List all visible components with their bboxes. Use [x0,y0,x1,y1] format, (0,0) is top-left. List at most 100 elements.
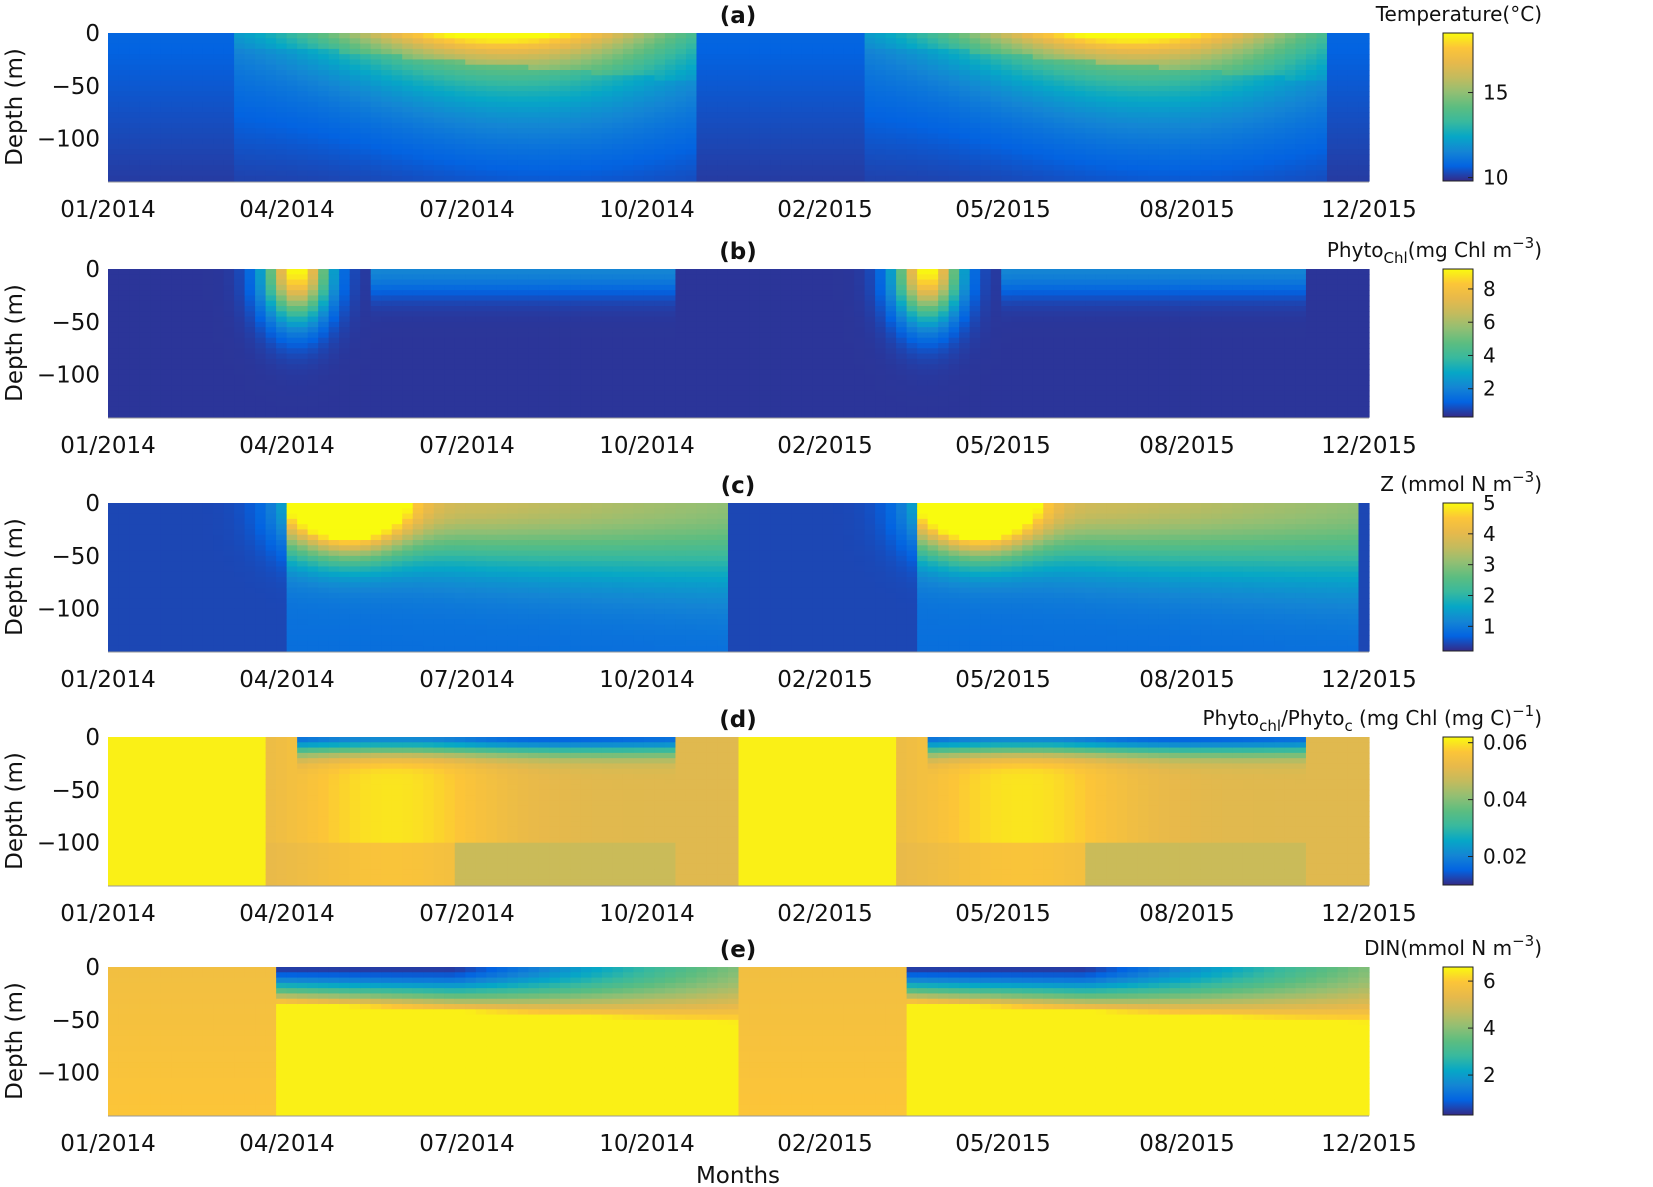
heatmap-cell [927,112,939,119]
heatmap-cell [1284,154,1297,161]
heatmap-cell [171,101,183,108]
colorbar-tick-label: 10 [1483,166,1508,190]
heatmap-cell [465,59,477,66]
heatmap-cell [192,48,204,55]
heatmap-cell [465,369,477,376]
heatmap-cell [948,75,960,82]
heatmap-cell [570,358,582,365]
heatmap-cell [507,91,519,98]
heatmap-cell [286,48,298,55]
heatmap-cell [171,133,183,140]
heatmap-cell [1032,48,1044,55]
heatmap-cell [1284,38,1297,45]
heatmap-cell [538,165,550,172]
heatmap-cell [864,149,876,156]
heatmap-cell [202,269,214,275]
heatmap-cell [885,80,897,87]
heatmap-cell [202,122,214,129]
heatmap-cell [1137,165,1149,172]
heatmap-cell [360,385,372,392]
heatmap-cell [129,117,141,124]
heatmap-cell [1158,70,1170,76]
heatmap-cell [370,311,382,318]
heatmap-cell [612,54,624,61]
heatmap-cell [643,175,656,182]
heatmap-cell [864,33,876,39]
heatmap-cell [1179,59,1191,66]
heatmap-cell [612,374,624,381]
heatmap-cell [1085,159,1097,166]
heatmap-cell [276,332,288,339]
heatmap-cell [507,353,519,360]
heatmap-cell [1053,107,1065,113]
heatmap-cell [160,390,172,397]
heatmap-cell [244,48,256,55]
heatmap-cell [328,165,340,172]
heatmap-cell [360,48,372,55]
heatmap-cell [1032,138,1044,145]
heatmap-cell [1263,75,1276,82]
heatmap-cell [885,33,897,39]
heatmap-cell [833,80,845,87]
heatmap-cell [601,133,613,140]
heatmap-cell [528,85,540,92]
heatmap-cell [1043,122,1055,129]
heatmap-cell [118,170,130,177]
heatmap-cell [1179,154,1191,161]
heatmap-cell [1274,33,1286,39]
heatmap-cell [812,96,824,103]
heatmap-cell [770,38,782,45]
heatmap-cell [444,311,456,318]
heatmap-cell [622,54,635,61]
heatmap-cell [633,284,645,291]
heatmap-cell [1347,112,1360,119]
heatmap-cell [664,91,677,98]
heatmap-cell [433,411,445,418]
heatmap-cell [685,54,698,61]
heatmap-cell [643,101,656,108]
heatmap-cell [580,364,592,371]
heatmap-cell [706,269,719,275]
heatmap-cell [1127,70,1139,76]
heatmap-cell [959,59,971,66]
heatmap-cell [1305,54,1318,61]
heatmap-cell [423,290,435,297]
heatmap-cell [328,316,340,323]
heatmap-cell [1053,159,1065,166]
heatmap-cell [570,112,582,119]
heatmap-cell [843,38,855,45]
heatmap-cell [938,38,950,45]
heatmap-cell [591,96,603,103]
heatmap-cell [1074,154,1086,161]
heatmap-cell [433,54,445,61]
heatmap-cell [980,165,992,172]
x-tick-label: 10/2014 [599,197,695,223]
heatmap-cell [969,101,981,108]
heatmap-cell [927,59,939,66]
heatmap-cell [1116,128,1128,135]
heatmap-cell [475,337,487,344]
heatmap-cell [213,122,225,129]
heatmap-cell [601,311,613,318]
heatmap-cell [433,406,445,413]
heatmap-cell [875,112,887,119]
heatmap-cell [475,144,487,150]
heatmap-cell [685,33,698,39]
heatmap-cell [181,175,193,182]
heatmap-cell [1106,101,1118,108]
heatmap-cell [791,75,803,82]
heatmap-cell [643,64,656,71]
heatmap-cell [1347,107,1360,113]
heatmap-cell [328,154,340,161]
heatmap-cell [759,154,771,161]
heatmap-cell [1347,96,1360,103]
heatmap-cell [265,311,277,318]
heatmap-cell [192,274,204,281]
heatmap-cell [559,33,571,39]
heatmap-cell [1284,144,1297,150]
heatmap-cell [770,170,782,177]
heatmap-cell [360,133,372,140]
heatmap-cell [696,332,708,339]
heatmap-cell [1263,117,1276,124]
heatmap-cell [507,395,519,402]
